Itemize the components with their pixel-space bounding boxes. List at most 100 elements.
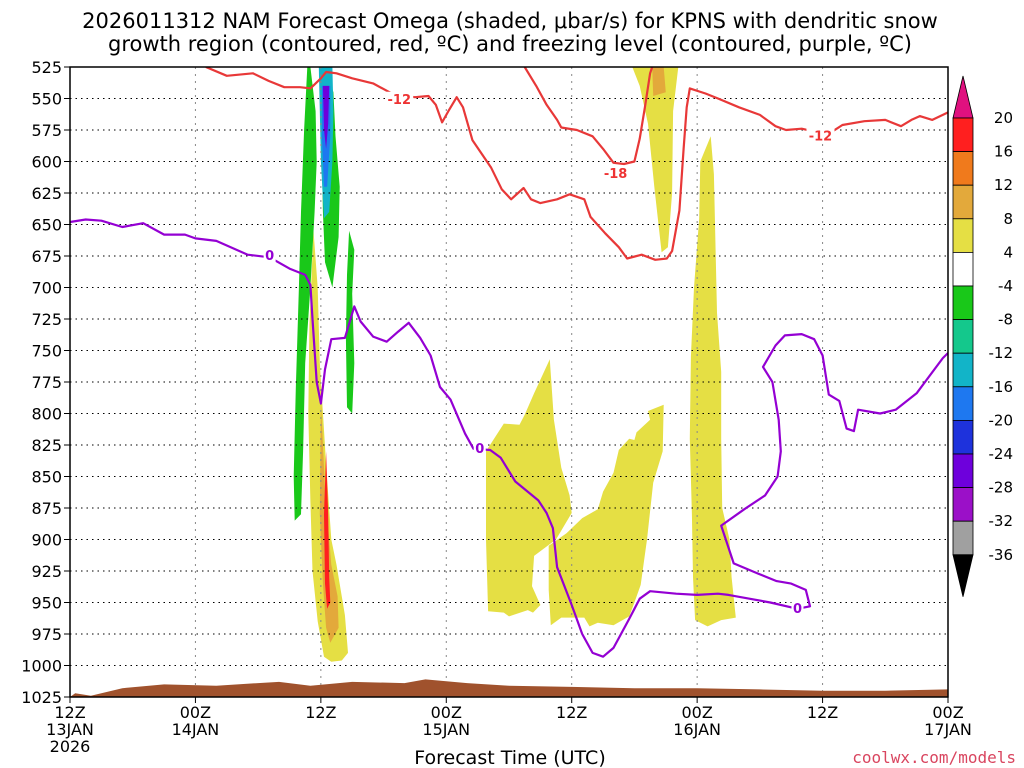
colorbar-label-3: 8: [1003, 210, 1013, 228]
x-tick-label-6-0: 12Z: [807, 703, 838, 722]
y-tick-label-6: 675: [31, 247, 62, 266]
contour-label-4: 0: [475, 442, 484, 457]
y-tick-label-7: 700: [31, 279, 62, 298]
colorbar-segment-7: [952, 352, 974, 388]
y-tick-label-2: 575: [31, 121, 62, 140]
y-tick-label-12: 825: [31, 436, 62, 455]
contour-label-bg-4: [473, 440, 486, 455]
omega-shading-layer: [293, 67, 736, 662]
contour-label-bg-0: [385, 91, 414, 106]
colorbar-bottom-arrow: [952, 554, 974, 597]
y-tick-label-5: 650: [31, 216, 62, 235]
x-tick-label-1-1: 14JAN: [172, 720, 220, 739]
y-tick-label-14: 875: [31, 499, 62, 518]
colorbar-label-13: -36: [989, 546, 1014, 564]
chart-title-line-2: growth region (contoured, red, ºC) and f…: [108, 32, 912, 56]
freezing-level-contour: [70, 218, 948, 658]
y-tick-label-9: 750: [31, 342, 62, 361]
colorbar-label-10: -24: [989, 445, 1014, 463]
x-tick-label-5-1: 16JAN: [673, 720, 721, 739]
x-tick-label-7-0: 00Z: [932, 703, 963, 722]
y-tick-label-20: 1025: [21, 688, 62, 707]
colorbar-top-arrow: [952, 75, 974, 119]
x-tick-label-3-0: 00Z: [431, 703, 462, 722]
y-tick-label-16: 925: [31, 562, 62, 581]
colorbar-segment-12: [952, 520, 974, 556]
y-tick-label-1: 550: [31, 90, 62, 109]
x-tick-label-1-0: 00Z: [180, 703, 211, 722]
contour-label-1: -12: [809, 129, 833, 144]
omega-region-8: [322, 85, 330, 149]
contour-label-0: -12: [388, 93, 412, 108]
dendritic-contour-2: [523, 67, 654, 166]
x-axis-label: Forecast Time (UTC): [414, 747, 605, 768]
x-tick-label-4-0: 12Z: [556, 703, 587, 722]
y-tick-label-10: 775: [31, 373, 62, 392]
chart-title-line-1: 2026011312 NAM Forecast Omega (shaded, μ…: [82, 9, 938, 33]
contour-label-2: -18: [604, 167, 628, 182]
contour-label-bg-3: [263, 248, 276, 262]
colorbar-segment-11: [952, 487, 974, 522]
omega-region-12: [652, 67, 666, 96]
colorbar-segment-8: [952, 386, 974, 421]
colorbar-label-8: -16: [989, 378, 1014, 396]
y-tick-label-4: 625: [31, 184, 62, 203]
omega-region-3: [293, 67, 317, 521]
colorbar-segment-4: [952, 251, 974, 287]
colorbar-label-7: -12: [989, 344, 1014, 362]
x-tick-label-5-0: 00Z: [681, 703, 712, 722]
y-tick-label-0: 525: [31, 58, 62, 77]
dendritic-contour-1: [205, 67, 948, 261]
credit-text: coolwx.com/models: [852, 748, 1016, 767]
y-tick-label-13: 850: [31, 468, 62, 487]
colorbar-segment-0: [952, 117, 974, 152]
contour-label-5: 0: [793, 602, 802, 617]
omega-region-2: [324, 451, 331, 609]
ground-terrain: [70, 679, 948, 697]
omega-region-11: [632, 67, 679, 253]
contour-label-3: 0: [265, 249, 274, 264]
y-tick-label-18: 975: [31, 625, 62, 644]
colorbar-segment-3: [952, 218, 974, 253]
colorbar-label-2: 12: [994, 176, 1013, 194]
x-tick-label-0-0: 12Z: [54, 703, 85, 722]
colorbar-segment-2: [952, 184, 974, 220]
y-tick-label-15: 900: [31, 531, 62, 550]
omega-region-1: [319, 400, 339, 643]
contour-label-layer: -12 -12 -18 0 0 0: [263, 91, 835, 617]
y-tick-label-11: 800: [31, 405, 62, 424]
y-tick-label-17: 950: [31, 594, 62, 613]
colorbar-label-12: -32: [989, 512, 1014, 530]
y-tick-label-19: 1000: [21, 657, 62, 676]
omega-region-13: [689, 136, 736, 627]
omega-region-0: [308, 230, 348, 662]
x-tick-label-0-2: 2026: [50, 737, 91, 756]
colorbar-segment-5: [952, 285, 974, 320]
x-tick-label-3-1: 15JAN: [422, 720, 470, 739]
y-axis-ticks: 525 550 575 600 625 650 675 700 725 750 775 800 825 8…: [21, 58, 70, 707]
colorbar: 20 16 12 8 4 -4 -8 -12 -16 -20 -24 -28 -32 -36: [952, 75, 1014, 597]
colorbar-label-0: 20: [994, 109, 1013, 127]
colorbar-label-4: 4: [1003, 243, 1013, 261]
colorbar-segment-1: [952, 151, 974, 186]
x-tick-label-0-1: 13JAN: [46, 720, 94, 739]
contour-label-bg-5: [791, 600, 804, 615]
colorbar-label-1: 16: [994, 143, 1013, 161]
omega-region-9: [486, 359, 572, 617]
colorbar-segment-9: [952, 419, 974, 455]
colorbar-label-11: -28: [989, 479, 1014, 497]
colorbar-segment-6: [952, 319, 974, 354]
contour-label-bg-1: [806, 128, 835, 143]
colorbar-label-5: -4: [998, 277, 1013, 295]
colorbar-label-6: -8: [998, 311, 1013, 329]
y-tick-label-8: 725: [31, 310, 62, 329]
x-tick-label-2-0: 12Z: [305, 703, 336, 722]
plot-area: -12 -12 -18 0 0 0: [69, 66, 949, 698]
x-tick-label-7-1: 17JAN: [924, 720, 972, 739]
colorbar-segment-10: [952, 453, 974, 488]
y-tick-label-3: 600: [31, 153, 62, 172]
contour-label-bg-2: [601, 166, 630, 181]
colorbar-label-9: -20: [989, 411, 1014, 429]
